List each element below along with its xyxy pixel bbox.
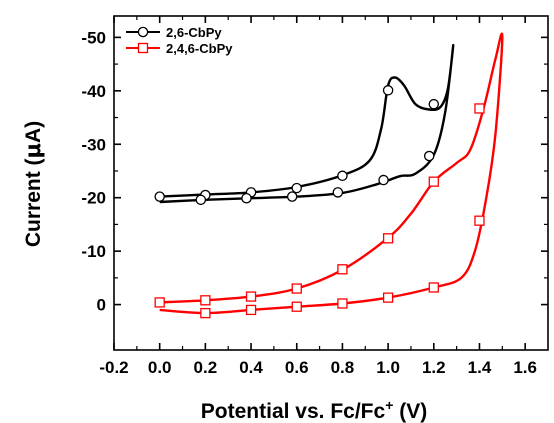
- series-1-marker: [337, 264, 348, 275]
- legend-marker: [137, 42, 149, 54]
- series-0-line: [159, 44, 455, 204]
- series-1-marker: [428, 176, 439, 187]
- x-tick-label: 1.2: [422, 358, 446, 377]
- legend-marker: [137, 26, 149, 38]
- y-tick-label: -10: [81, 242, 106, 261]
- y-axis-title: Current (μA): [21, 121, 45, 247]
- series-0-marker: [428, 98, 440, 110]
- series-1-marker: [154, 297, 165, 308]
- x-tick-label: 1.6: [513, 358, 537, 377]
- axes-layer: -0.2 0.0 0.2 0.4 0.6 0.8 1.0 1.2 1.4 1.6 0 -10 -20 -3…: [81, 16, 548, 377]
- x-tick-label: -0.2: [99, 358, 128, 377]
- y-tick-label: -50: [81, 28, 106, 47]
- series-1-marker: [474, 103, 485, 114]
- legend-label: 2,4,6-CbPy: [166, 41, 233, 56]
- x-tick-label: 1.0: [376, 358, 400, 377]
- series-0-marker: [195, 194, 207, 206]
- y-tick-label: 0: [97, 296, 106, 315]
- series-1-marker: [382, 292, 394, 303]
- series-1-marker: [291, 283, 302, 294]
- series-1-marker: [337, 298, 348, 309]
- x-tick-label: 0.4: [239, 358, 263, 377]
- x-tick-label: 1.4: [468, 358, 492, 377]
- x-tick-label: 0.6: [285, 358, 309, 377]
- series-0-marker: [378, 174, 389, 186]
- series-0-marker: [154, 191, 165, 202]
- y-tick-label: -30: [81, 135, 106, 154]
- series-1-marker: [474, 215, 485, 226]
- series-1-marker: [382, 233, 394, 244]
- series-0-marker: [337, 170, 348, 182]
- x-axis-title: Potential vs. Fc/Fc+ (V): [201, 397, 427, 423]
- series-0-marker: [241, 192, 252, 204]
- x-axis-title-superscript: +: [385, 397, 393, 413]
- y-axis-title-mu: μ: [21, 143, 45, 158]
- series-1-marker: [200, 307, 211, 319]
- x-tick-label: 0.0: [148, 358, 172, 377]
- series-1-marker: [245, 304, 257, 316]
- series-1-marker: [291, 301, 302, 312]
- series-0-marker: [286, 191, 298, 202]
- series-0-marker: [332, 187, 344, 198]
- series-1-marker: [428, 282, 439, 293]
- x-tick-label: 0.2: [194, 358, 218, 377]
- series-1-marker: [200, 295, 211, 306]
- legend-label: 2,6-CbPy: [166, 25, 222, 40]
- series-0-marker: [291, 182, 302, 194]
- y-tick-label: -40: [81, 82, 106, 101]
- plot-area: [113, 15, 549, 351]
- plot-frame: [113, 15, 549, 351]
- series-0-marker: [382, 85, 394, 96]
- series-0-marker: [423, 150, 435, 162]
- y-tick-label: -20: [81, 189, 106, 208]
- series-layer: [154, 32, 504, 319]
- series-1-marker: [245, 291, 257, 302]
- x-tick-label: 0.8: [331, 358, 355, 377]
